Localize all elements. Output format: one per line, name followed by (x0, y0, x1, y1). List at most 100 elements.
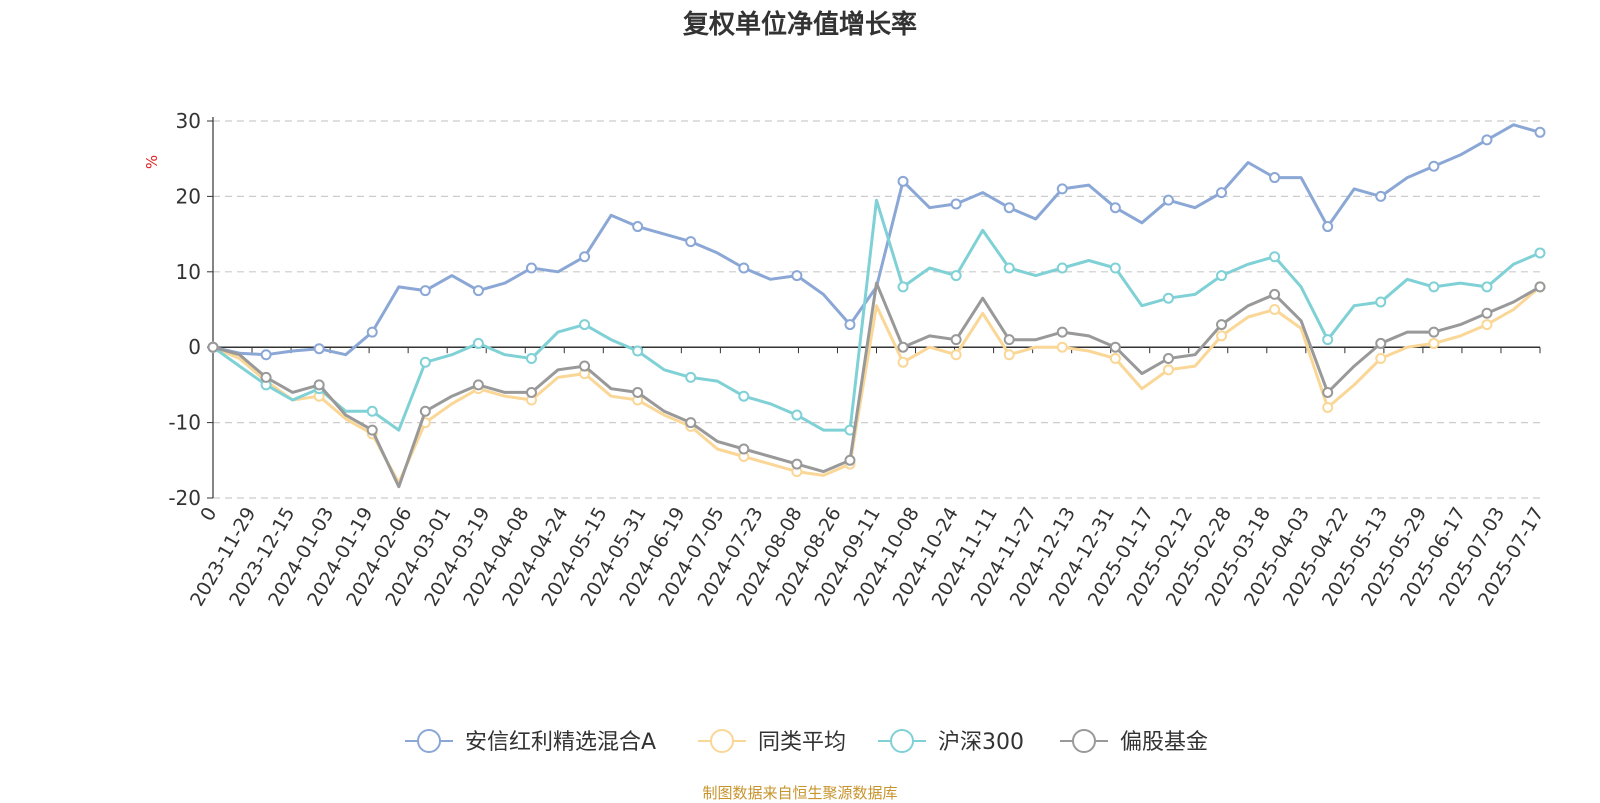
data-point (1216, 270, 1228, 282)
data-point (1056, 326, 1068, 338)
data-point (897, 356, 909, 368)
data-point (738, 390, 750, 402)
data-point (366, 326, 378, 338)
data-point (950, 349, 962, 361)
y-tick-label: -10 (168, 411, 201, 435)
data-point (1428, 281, 1440, 293)
y-axis-unit-label: % (143, 155, 161, 169)
data-point (1428, 160, 1440, 172)
data-point (844, 319, 856, 331)
y-tick-label: 10 (176, 260, 201, 284)
data-point (632, 386, 644, 398)
data-point (419, 356, 431, 368)
data-point (1322, 402, 1334, 414)
legend-item: 安信红利精选混合A (405, 729, 656, 755)
data-point (1109, 202, 1121, 214)
data-point (685, 371, 697, 383)
data-point (791, 458, 803, 470)
data-point (738, 262, 750, 274)
legend-marker (1072, 729, 1096, 753)
data-point (897, 175, 909, 187)
data-point (738, 443, 750, 455)
data-point (1375, 353, 1387, 365)
data-point (1322, 386, 1334, 398)
legend-item: 沪深300 (878, 729, 1024, 755)
source-note: 制图数据来自恒生聚源数据库 (702, 784, 898, 802)
data-point (1216, 319, 1228, 331)
data-point (950, 334, 962, 346)
y-tick-label: 30 (176, 109, 201, 133)
data-point (1481, 281, 1493, 293)
data-point (1481, 134, 1493, 146)
data-point (1375, 190, 1387, 202)
data-point (1056, 262, 1068, 274)
data-point (419, 405, 431, 417)
data-point (1056, 183, 1068, 195)
data-point (1322, 334, 1334, 346)
data-point (1109, 353, 1121, 365)
data-point (472, 285, 484, 297)
data-point (419, 285, 431, 297)
data-point (260, 371, 272, 383)
data-point (1162, 353, 1174, 365)
data-point (632, 345, 644, 357)
data-point (1375, 337, 1387, 349)
data-point (260, 349, 272, 361)
data-point (950, 198, 962, 210)
data-point (525, 262, 537, 274)
data-point (525, 353, 537, 365)
grid-lines (213, 120, 1540, 499)
data-point (1003, 334, 1015, 346)
data-point (791, 409, 803, 421)
data-point (1162, 194, 1174, 206)
data-point (950, 270, 962, 282)
chart-title: 复权单位净值增长率 (682, 10, 917, 40)
data-point (366, 424, 378, 436)
data-point (1109, 341, 1121, 353)
data-point (1056, 341, 1068, 353)
data-point (1534, 281, 1546, 293)
data-point (685, 236, 697, 248)
data-point (1109, 262, 1121, 274)
legend-marker (417, 729, 441, 753)
data-point (472, 379, 484, 391)
data-point (897, 341, 909, 353)
legend-label: 安信红利精选混合A (465, 730, 656, 755)
data-point (791, 270, 803, 282)
data-point (897, 281, 909, 293)
data-point (579, 251, 591, 263)
data-point (579, 319, 591, 331)
data-point (313, 379, 325, 391)
data-point (1322, 221, 1334, 233)
data-point (1428, 337, 1440, 349)
data-point (1003, 202, 1015, 214)
legend-item: 偏股基金 (1060, 729, 1208, 755)
legend-marker (710, 729, 734, 753)
legend-label: 同类平均 (758, 730, 846, 755)
series-lines (207, 123, 1546, 489)
data-point (313, 343, 325, 355)
x-tick-label: 0 (196, 504, 221, 525)
data-point (1269, 172, 1281, 184)
legend: 安信红利精选混合A 同类平均 沪深300 偏股基金 (405, 729, 1208, 755)
data-point (1003, 349, 1015, 361)
data-point (685, 417, 697, 429)
data-point (1481, 307, 1493, 319)
data-point (525, 386, 537, 398)
data-point (1375, 296, 1387, 308)
axes: -20-100102030%02023-11-292023-12-152024-… (143, 109, 1548, 610)
data-point (1162, 292, 1174, 304)
data-point (207, 341, 219, 353)
data-point (1003, 262, 1015, 274)
data-point (1269, 288, 1281, 300)
series-line (211, 285, 1542, 485)
y-tick-label: 20 (176, 184, 201, 208)
series-line (211, 123, 1542, 357)
data-point (1162, 364, 1174, 376)
legend-marker (890, 729, 914, 753)
y-tick-label: 0 (188, 335, 201, 359)
data-point (1428, 326, 1440, 338)
legend-label: 沪深300 (938, 730, 1024, 755)
data-point (1216, 187, 1228, 199)
